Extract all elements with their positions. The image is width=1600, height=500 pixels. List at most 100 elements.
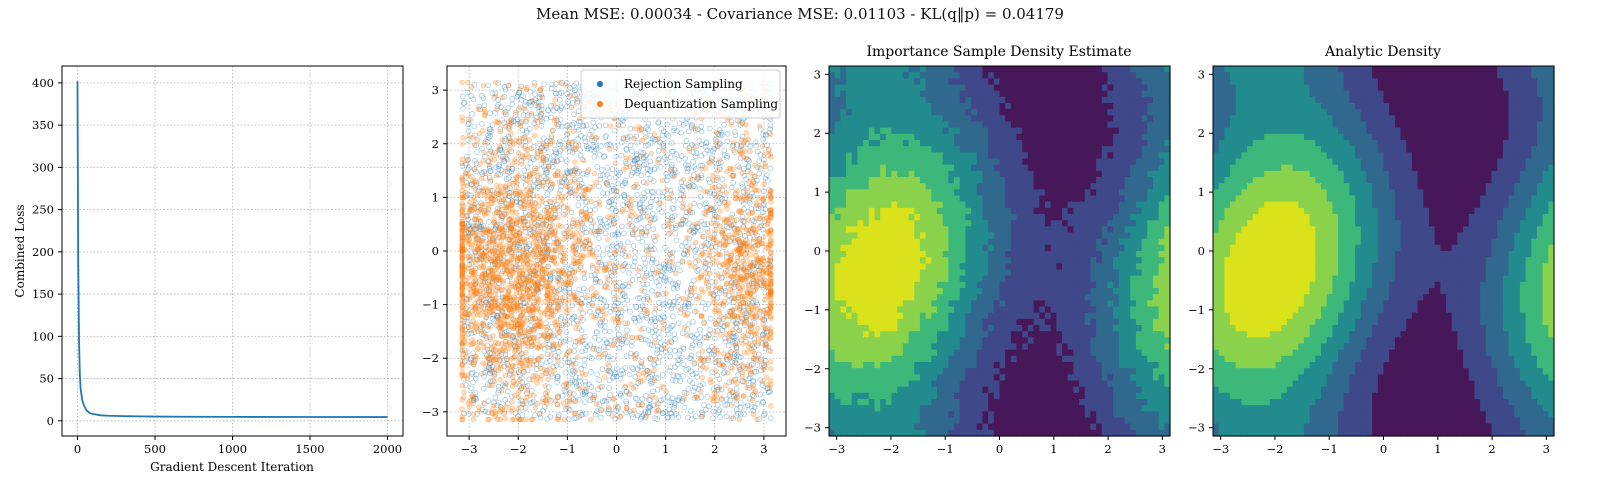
dequantization-sample-point — [717, 332, 723, 338]
dequantization-sample-point — [576, 414, 582, 420]
dequantization-sample-point — [549, 128, 556, 134]
dequantization-sample-point — [758, 358, 764, 365]
dequantization-sample-point — [699, 348, 706, 354]
rejection-sample-point — [514, 321, 521, 328]
dequantization-sample-point — [708, 220, 715, 226]
dequantization-sample-point — [483, 201, 489, 208]
dequantization-sample-point — [680, 216, 686, 223]
dequantization-sample-point — [569, 269, 576, 275]
dequantization-sample-point — [739, 283, 746, 290]
dequantization-sample-point — [743, 130, 750, 136]
dequantization-sample-point — [459, 141, 465, 147]
dequantization-sample-point — [739, 170, 745, 176]
rejection-sample-point — [704, 275, 711, 282]
rejection-sample-point — [639, 302, 646, 309]
dequantization-sample-point — [459, 292, 465, 299]
dequantization-sample-point — [479, 321, 485, 327]
rejection-sample-point — [597, 143, 604, 149]
dequantization-sample-point — [485, 240, 491, 247]
dequantization-sample-point — [602, 264, 609, 271]
dequantization-sample-point — [708, 290, 715, 297]
rejection-sample-point — [697, 341, 703, 348]
rejection-sample-point — [647, 168, 653, 174]
rejection-sample-point — [583, 143, 590, 150]
dequantization-sample-point — [581, 187, 587, 194]
dequantization-sample-point — [568, 279, 575, 285]
rejection-sample-point — [619, 291, 626, 298]
dequantization-sample-point — [603, 180, 609, 186]
dequantization-sample-point — [714, 358, 720, 364]
dequantization-sample-point — [723, 354, 730, 361]
dequantization-sample-point — [537, 87, 544, 93]
dequantization-sample-point — [768, 335, 774, 341]
rejection-sample-point — [750, 259, 757, 266]
rejection-sample-point — [710, 291, 717, 298]
rejection-sample-point — [587, 397, 594, 404]
rejection-sample-point — [628, 350, 634, 357]
dequantization-sample-point — [731, 140, 737, 146]
dequantization-sample-point — [548, 135, 555, 141]
rejection-sample-point — [567, 379, 574, 386]
dequantization-sample-point — [760, 321, 766, 328]
rejection-sample-point — [660, 410, 667, 416]
rejection-sample-point — [587, 217, 594, 224]
dequantization-sample-point — [488, 200, 494, 206]
dequantization-sample-point — [625, 201, 631, 208]
dequantization-sample-point — [534, 165, 540, 172]
dequantization-sample-point — [654, 233, 660, 239]
rejection-sample-point — [688, 368, 695, 375]
rejection-sample-point — [669, 172, 675, 178]
dequantization-sample-point — [581, 242, 588, 248]
rejection-sample-point — [613, 169, 620, 176]
rejection-sample-point — [737, 366, 744, 373]
x-tick-label: 1500 — [295, 442, 324, 456]
dequantization-sample-point — [468, 341, 474, 347]
dequantization-sample-point — [678, 306, 684, 313]
dequantization-sample-point — [698, 388, 704, 395]
dequantization-sample-point — [529, 315, 536, 322]
dequantization-sample-point — [528, 110, 535, 117]
rejection-sample-point — [607, 251, 613, 258]
dequantization-sample-point — [564, 228, 570, 235]
dequantization-sample-point — [684, 234, 690, 241]
dequantization-sample-point — [664, 258, 670, 264]
rejection-sample-point — [689, 177, 696, 183]
rejection-sample-point — [574, 258, 581, 265]
dequantization-sample-point — [566, 190, 572, 197]
rejection-sample-point — [714, 384, 720, 390]
dequantization-sample-point — [654, 401, 660, 408]
dequantization-sample-point — [529, 223, 535, 230]
rejection-sample-point — [654, 136, 661, 143]
dequantization-sample-point — [655, 291, 661, 297]
dequantization-sample-point — [693, 393, 700, 400]
dequantization-sample-point — [476, 130, 483, 137]
rejection-sample-point — [738, 354, 744, 361]
rejection-sample-point — [719, 228, 726, 234]
dequantization-sample-point — [751, 313, 757, 320]
rejection-sample-point — [740, 378, 746, 385]
dequantization-sample-point — [517, 123, 524, 129]
dequantization-sample-point — [578, 231, 585, 237]
dequantization-sample-point — [751, 390, 757, 396]
dequantization-sample-point — [593, 401, 600, 407]
dequantization-sample-point — [766, 217, 772, 223]
rejection-sample-point — [608, 215, 615, 222]
rejection-sample-point — [514, 257, 521, 264]
dequantization-sample-point — [637, 153, 644, 159]
dequantization-sample-point — [768, 366, 774, 372]
dequantization-sample-point — [465, 238, 471, 244]
dequantization-sample-point — [596, 227, 602, 233]
rejection-sample-point — [462, 193, 469, 199]
dequantization-sample-point — [515, 389, 522, 395]
dequantization-sample-point — [684, 312, 690, 318]
dequantization-sample-point — [605, 213, 611, 220]
rejection-sample-point — [662, 409, 669, 415]
dequantization-sample-point — [754, 280, 760, 286]
dequantization-sample-point — [611, 221, 617, 227]
rejection-sample-point — [737, 242, 743, 248]
rejection-sample-point — [760, 399, 767, 406]
dequantization-sample-point — [548, 352, 554, 358]
dequantization-sample-point — [752, 230, 759, 236]
rejection-sample-point — [754, 232, 760, 239]
